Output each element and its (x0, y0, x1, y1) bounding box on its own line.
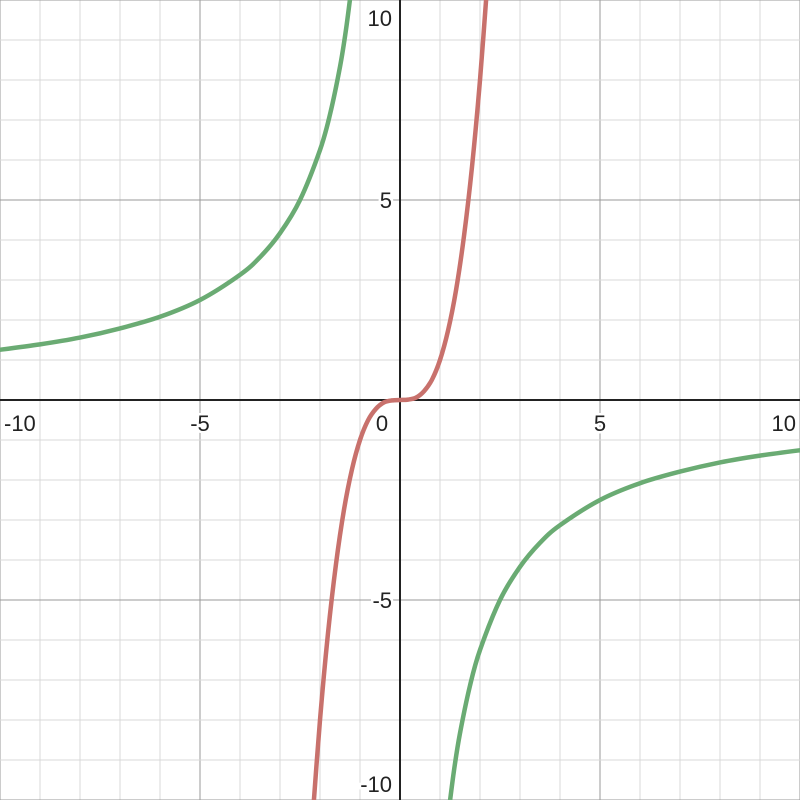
y-tick-label: -10 (360, 772, 392, 797)
function-curve (0, 0, 353, 353)
y-tick-label: 10 (368, 6, 392, 31)
x-tick-label: -10 (4, 411, 36, 436)
y-tick-label: 5 (380, 188, 392, 213)
function-curve (311, 0, 489, 800)
x-tick-label: 5 (594, 411, 606, 436)
x-tick-label: 0 (376, 411, 388, 436)
x-tick-label: 10 (772, 411, 796, 436)
x-tick-label: -5 (190, 411, 210, 436)
y-tick-label: -5 (372, 588, 392, 613)
function-curve (447, 447, 800, 800)
